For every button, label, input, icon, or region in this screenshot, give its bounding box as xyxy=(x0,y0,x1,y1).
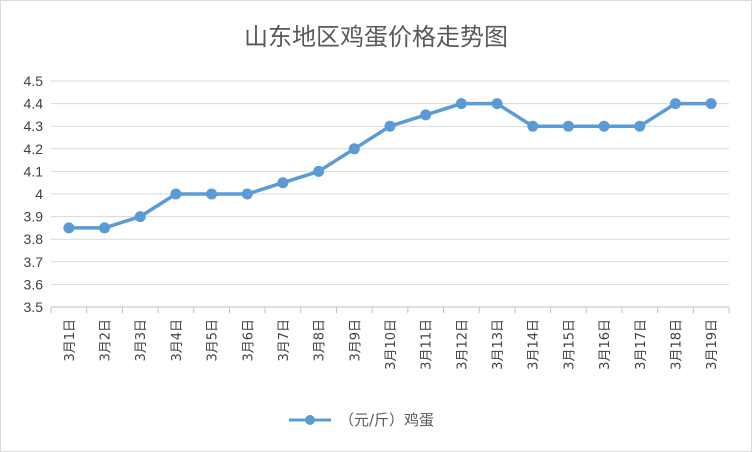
y-tick-label: 4.1 xyxy=(24,163,44,179)
data-point xyxy=(348,143,360,155)
y-tick-label: 4.4 xyxy=(24,96,44,112)
data-point xyxy=(206,188,218,200)
y-tick-label: 4.5 xyxy=(24,73,44,89)
y-axis-tick-labels: 3.5 3.6 3.7 3.8 3.9 4 4.1 4.2 4.3 4.4 4.5 xyxy=(24,73,44,315)
y-tick-label: 3.7 xyxy=(24,254,44,270)
data-point xyxy=(384,120,396,132)
data-point xyxy=(634,120,646,132)
data-point xyxy=(241,188,253,200)
x-tick-label: 3月11日 xyxy=(420,319,435,370)
x-tick-label: 3月2日 xyxy=(99,319,114,362)
data-point xyxy=(170,188,182,200)
data-point xyxy=(277,177,289,189)
gridlines xyxy=(50,80,730,313)
data-point xyxy=(598,120,610,132)
x-tick-label: 3月13日 xyxy=(491,319,506,370)
chart-title: 山东地区鸡蛋价格走势图 xyxy=(244,23,508,51)
x-tick-label: 3月4日 xyxy=(170,319,185,362)
series-line-group xyxy=(63,98,717,234)
data-point xyxy=(562,120,574,132)
x-tick-label: 3月3日 xyxy=(134,319,149,362)
data-point xyxy=(134,211,146,223)
x-axis-tick-labels: 3月1日 3月2日 3月3日 3月4日 3月5日 3月6日 3月7日 3月8日 3月9日 3月10… xyxy=(63,319,720,370)
data-point xyxy=(491,98,503,110)
y-tick-label: 3.8 xyxy=(24,231,44,247)
y-tick-label: 3.6 xyxy=(24,276,44,292)
x-tick-label: 3月10日 xyxy=(384,319,399,370)
y-tick-label: 3.9 xyxy=(24,209,44,225)
x-tick-label: 3月9日 xyxy=(348,319,363,362)
data-point xyxy=(669,98,681,110)
data-point xyxy=(705,98,717,110)
x-tick-label: 3月14日 xyxy=(527,319,542,370)
y-tick-label: 4.2 xyxy=(24,141,44,157)
x-tick-label: 3月5日 xyxy=(206,319,221,362)
y-tick-label: 3.5 xyxy=(24,299,44,315)
data-point xyxy=(455,98,467,110)
x-tick-label: 3月15日 xyxy=(562,319,577,370)
x-tick-label: 3月8日 xyxy=(313,319,328,362)
x-tick-label: 3月18日 xyxy=(669,319,684,370)
x-tick-label: 3月1日 xyxy=(63,319,78,362)
data-point xyxy=(63,222,75,234)
data-point xyxy=(527,120,539,132)
legend-dot-marker xyxy=(305,415,315,425)
legend-label: （元/斤）鸡蛋 xyxy=(339,411,434,429)
y-tick-label: 4.3 xyxy=(24,118,44,134)
x-tick-label: 3月19日 xyxy=(705,319,720,370)
legend: （元/斤）鸡蛋 xyxy=(289,411,434,429)
x-tick-label: 3月12日 xyxy=(455,319,470,370)
data-point xyxy=(313,165,325,177)
x-tick-label: 3月6日 xyxy=(241,319,256,362)
data-point xyxy=(99,222,111,234)
x-tick-label: 3月17日 xyxy=(634,319,649,370)
x-tick-label: 3月7日 xyxy=(277,319,292,362)
data-point xyxy=(420,109,432,121)
x-tick-label: 3月16日 xyxy=(598,319,613,370)
y-tick-label: 4 xyxy=(35,186,43,202)
